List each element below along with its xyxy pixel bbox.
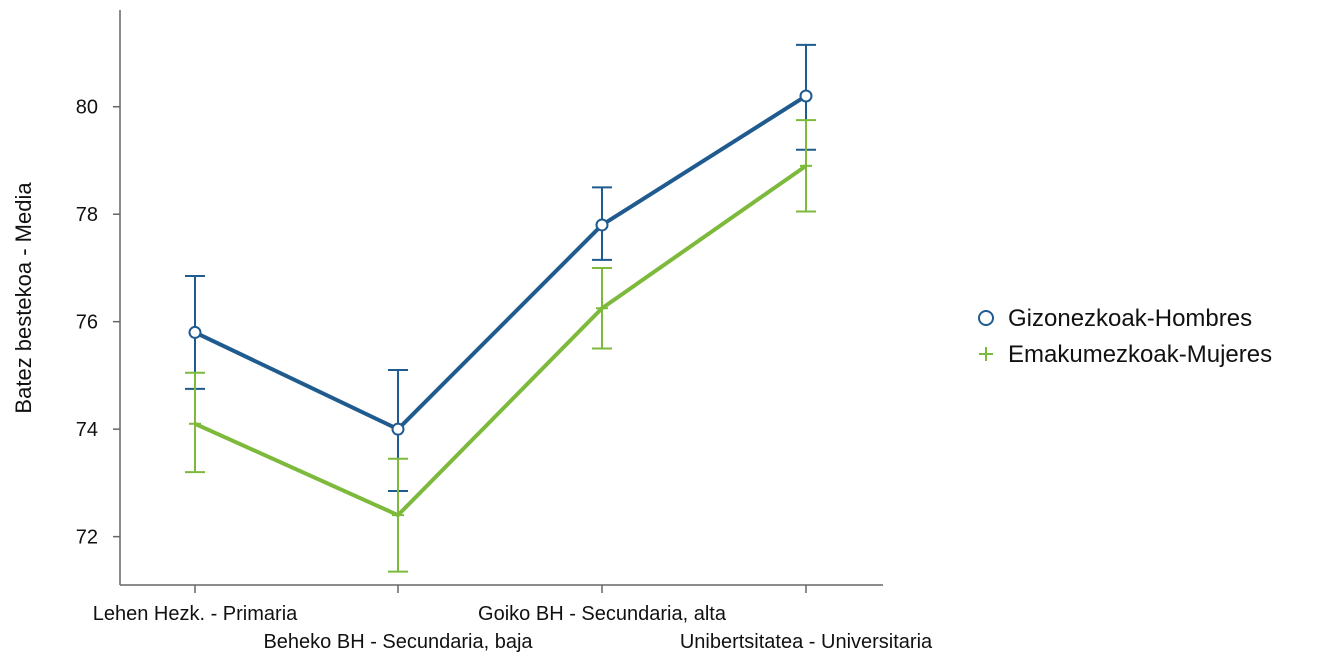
x-tick-label: Unibertsitatea - Universitaria	[680, 631, 933, 653]
data-point	[799, 89, 813, 103]
y-axis-title: Batez bestekoa - Media	[11, 182, 36, 414]
data-point	[391, 422, 405, 436]
x-tick-label: Goiko BH - Secundaria, alta	[478, 603, 727, 625]
data-point	[392, 509, 404, 522]
axes	[119, 10, 883, 586]
series-line	[194, 94, 808, 432]
legend-item: Emakumezkoak-Mujeres	[979, 341, 1272, 368]
x-tick-label: Lehen Hezk. - Primaria	[93, 603, 298, 625]
y-ticks: 72 74 76 78 80	[76, 97, 120, 549]
data-point	[595, 218, 609, 232]
series-line	[194, 164, 808, 518]
y-tick-label: 78	[76, 204, 98, 226]
y-tick-label: 76	[76, 312, 98, 334]
legend-label: Gizonezkoak-Hombres	[1008, 305, 1252, 332]
legend-marker-circle	[978, 310, 994, 326]
legend-label: Emakumezkoak-Mujeres	[1008, 341, 1272, 368]
series-1	[185, 43, 816, 492]
x-tick-label: Beheko BH - Secundaria, baja	[263, 631, 533, 653]
y-tick-label: 80	[76, 97, 98, 119]
x-ticks: Lehen Hezk. - Primaria Beheko BH - Secund…	[93, 585, 933, 653]
series-layer	[185, 43, 816, 573]
data-point	[189, 417, 201, 430]
data-point	[188, 325, 202, 339]
data-point	[596, 302, 608, 315]
legend: Gizonezkoak-Hombres Emakumezkoak-Mujeres	[978, 305, 1272, 368]
y-tick-label: 74	[76, 419, 98, 441]
legend-item: Gizonezkoak-Hombres	[978, 305, 1252, 332]
data-point	[800, 159, 812, 172]
y-tick-label: 72	[76, 527, 98, 549]
series-2	[185, 119, 816, 573]
